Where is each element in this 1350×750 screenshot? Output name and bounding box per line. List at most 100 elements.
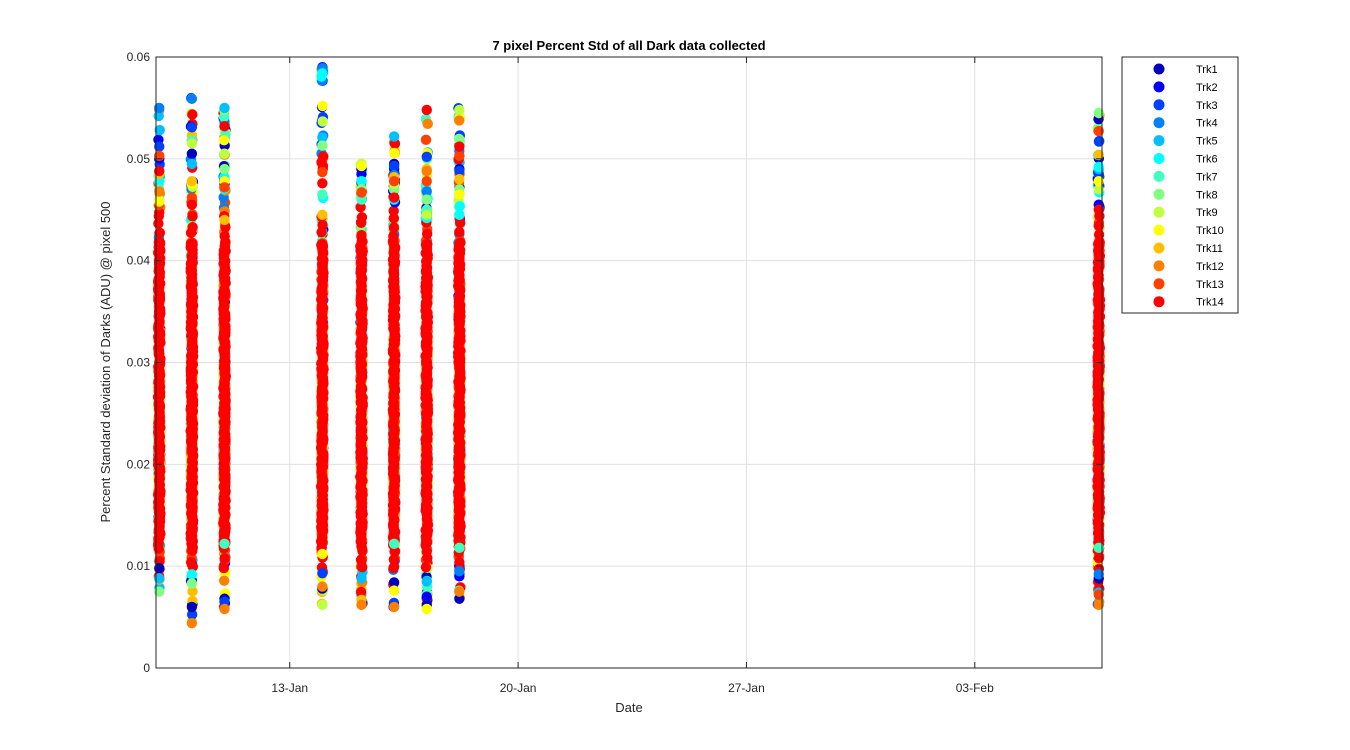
data-point-trk12 — [317, 581, 328, 592]
data-point — [454, 200, 466, 212]
data-point — [422, 118, 433, 130]
legend-marker — [1153, 296, 1165, 308]
data-point-trk13 — [1093, 589, 1104, 600]
y-axis-label: Percent Standard deviation of Darks (ADU… — [98, 201, 113, 522]
data-point-trk9 — [454, 104, 465, 116]
legend-marker — [1153, 63, 1165, 75]
data-point-trk5 — [421, 576, 432, 587]
data-point — [388, 205, 399, 217]
legend-label: Trk12 — [1196, 261, 1224, 273]
data-point-trk10 — [154, 196, 165, 207]
legend-marker — [1153, 117, 1165, 129]
data-point-trk13 — [421, 176, 432, 187]
data-point-trk5 — [388, 131, 400, 142]
data-point-trk14 — [388, 192, 400, 203]
legend-marker — [1153, 188, 1165, 200]
data-point-trk9 — [186, 138, 198, 149]
data-point-trk11 — [454, 174, 465, 185]
data-point — [421, 228, 433, 240]
legend-label: Trk7 — [1196, 171, 1218, 183]
data-point — [218, 575, 230, 586]
data-point — [317, 116, 328, 127]
data-point-trk3 — [421, 151, 432, 162]
data-point — [388, 213, 400, 224]
y-tick-label: 0.06 — [127, 50, 151, 64]
data-point — [355, 586, 367, 598]
legend-entry: Trk10 — [1153, 224, 1224, 237]
data-point-trk8 — [154, 586, 165, 597]
x-tick-label: 03-Feb — [956, 681, 994, 695]
data-point-trk4 — [186, 93, 198, 104]
data-point-trk14 — [317, 178, 328, 189]
data-point-trk6 — [454, 209, 465, 221]
x-axis-label: Date — [615, 700, 642, 715]
data-point-trk9 — [219, 148, 230, 159]
data-point-trk10 — [421, 603, 432, 615]
data-point-trk14 — [186, 199, 198, 210]
y-tick-label: 0.04 — [127, 254, 151, 268]
data-point — [154, 227, 166, 239]
data-point-trk4 — [154, 102, 165, 114]
collection-column — [355, 159, 368, 609]
data-point-trk13 — [219, 182, 230, 193]
legend-entry: Trk13 — [1153, 278, 1224, 291]
legend-marker — [1153, 153, 1165, 164]
data-point-trk13 — [317, 166, 328, 178]
data-point — [1093, 552, 1105, 564]
legend: Trk1Trk2Trk3Trk4Trk5Trk6Trk7Trk8Trk9Trk1… — [1121, 56, 1239, 314]
legend-label: Trk6 — [1196, 154, 1218, 166]
data-point-trk12 — [1093, 599, 1104, 611]
legend-entry: Trk4 — [1153, 117, 1218, 130]
legend-label: Trk5 — [1196, 136, 1218, 148]
data-point — [187, 586, 198, 597]
data-point-trk9 — [317, 599, 328, 611]
legend-marker — [1153, 99, 1165, 111]
x-tick-label: 20-Jan — [500, 681, 537, 695]
legend-entry: Trk7 — [1153, 170, 1218, 183]
data-point — [154, 124, 165, 136]
legend-entry: Trk11 — [1153, 242, 1223, 255]
data-point-trk4 — [1093, 569, 1104, 580]
data-point — [388, 554, 400, 565]
legend-label: Trk4 — [1196, 118, 1218, 130]
data-point — [187, 222, 198, 233]
data-point — [1093, 220, 1104, 231]
data-point-trk14 — [1093, 204, 1104, 215]
collection-column — [218, 104, 231, 613]
legend-entry: Trk9 — [1153, 206, 1218, 219]
data-point — [420, 239, 432, 250]
x-tick-label: 27-Jan — [728, 681, 765, 695]
legend-entry: Trk3 — [1153, 99, 1218, 112]
legend-entry: Trk6 — [1153, 153, 1218, 166]
data-point-trk9 — [1093, 184, 1104, 195]
legend-entry: Trk2 — [1153, 81, 1218, 94]
legend-label: Trk2 — [1196, 82, 1218, 94]
data-point — [218, 562, 230, 574]
legend-entry: Trk14 — [1153, 296, 1224, 309]
legend-marker — [1153, 170, 1165, 182]
data-point-trk3 — [388, 160, 400, 172]
data-point-trk1 — [388, 577, 400, 588]
data-point-trk1 — [186, 601, 198, 613]
data-point-trk11 — [1093, 149, 1104, 160]
data-point-trk3 — [186, 122, 198, 133]
data-point-trk12 — [154, 186, 165, 197]
data-point — [420, 134, 432, 146]
data-point-trk6 — [356, 176, 367, 187]
legend-entry: Trk8 — [1153, 188, 1218, 201]
data-point-trk12 — [454, 586, 465, 597]
collection-column — [315, 63, 329, 609]
data-point — [187, 211, 198, 222]
legend-label: Trk14 — [1196, 297, 1224, 309]
data-point — [453, 115, 465, 126]
data-point-trk6 — [186, 569, 198, 580]
collection-column — [420, 113, 434, 606]
data-point-trk5 — [219, 102, 230, 114]
x-tick-label: 13-Jan — [271, 681, 308, 695]
data-point-trk10 — [388, 585, 400, 596]
data-point — [153, 210, 165, 222]
data-point-trk7 — [1093, 542, 1104, 554]
data-point-trk13 — [388, 176, 400, 187]
data-point-trk13 — [186, 192, 198, 203]
data-point-trk14 — [356, 230, 367, 241]
